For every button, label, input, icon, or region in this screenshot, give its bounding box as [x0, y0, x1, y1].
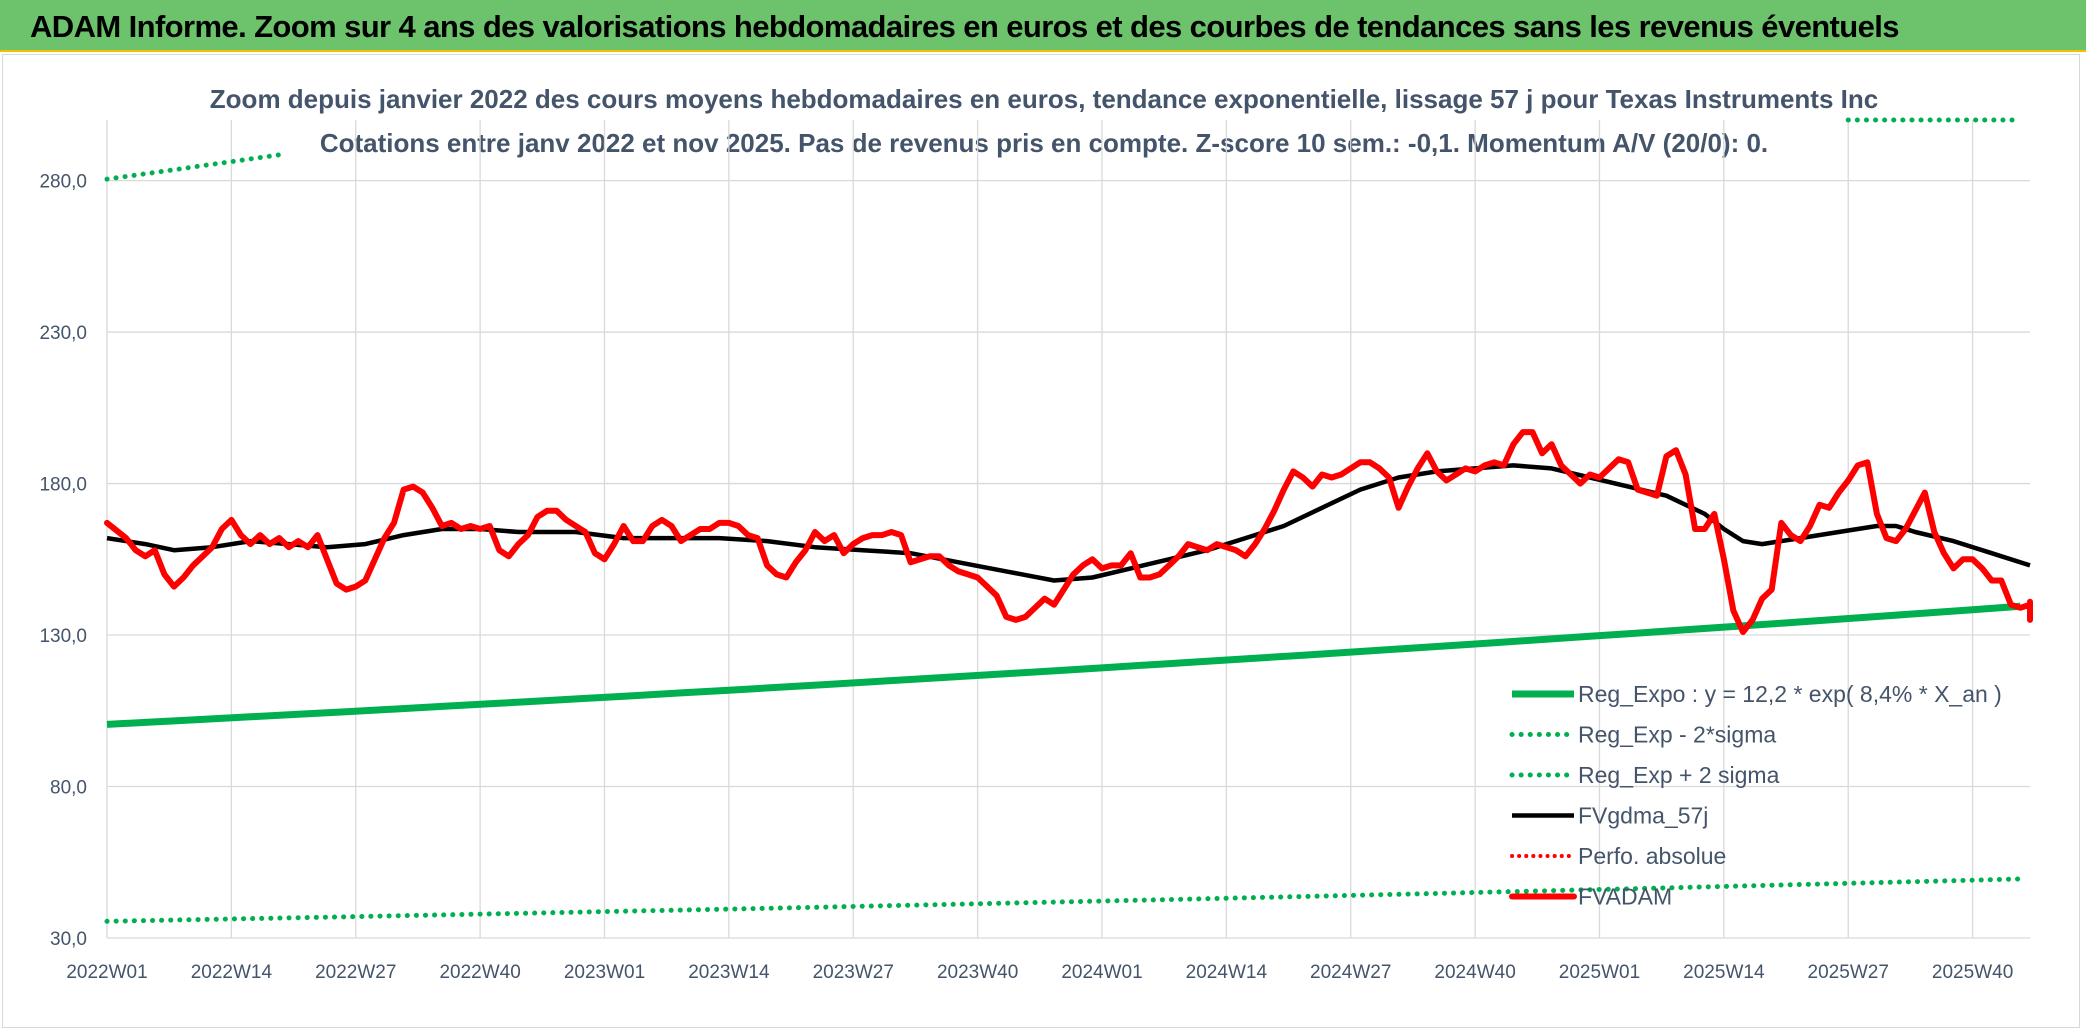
- y-tick-label: 280,0: [39, 172, 87, 193]
- x-tick-label: 2022W27: [315, 962, 396, 983]
- y-tick-label: 30,0: [50, 929, 87, 950]
- y-axis: 30,0 80,0 130,0 180,0 230,0 280,0: [39, 172, 87, 950]
- x-tick-label: 2025W27: [1808, 962, 1889, 983]
- x-tick-label: 2025W01: [1559, 962, 1640, 983]
- series-group: [104, 117, 2033, 924]
- banner-title: ADAM Informe. Zoom sur 4 ans des valoris…: [30, 9, 1900, 44]
- legend: Reg_Expo : y = 12,2 * exp( 8,4% * X_an )…: [1509, 681, 2002, 910]
- series-line-reg_minus: [104, 876, 2023, 924]
- y-tick-label: 130,0: [39, 626, 87, 647]
- x-tick-label: 2023W40: [937, 962, 1018, 983]
- legend-label-perfo: Perfo. absolue: [1578, 843, 1726, 869]
- x-tick-label: 2025W40: [1932, 962, 2013, 983]
- x-tick-label: 2023W27: [813, 962, 894, 983]
- x-tick-label: 2024W01: [1061, 962, 1142, 983]
- grid: [106, 120, 2030, 939]
- chart-title: Zoom depuis janvier 2022 des cours moyen…: [210, 84, 1878, 114]
- x-tick-label: 2022W40: [439, 962, 520, 983]
- series-line-fvgdma: [106, 463, 2031, 583]
- chart-subtitle: Cotations entre janv 2022 et nov 2025. P…: [320, 128, 1768, 158]
- x-tick-label: 2024W14: [1186, 962, 1268, 983]
- x-tick-label: 2025W14: [1683, 962, 1765, 983]
- legend-label-reg_expo: Reg_Expo : y = 12,2 * exp( 8,4% * X_an ): [1578, 681, 2002, 707]
- x-tick-label: 2023W01: [564, 962, 645, 983]
- y-tick-label: 230,0: [39, 323, 87, 344]
- legend-label-reg_plus: Reg_Exp + 2 sigma: [1578, 762, 1780, 788]
- legend-label-fvadam: FVADAM: [1578, 884, 1672, 910]
- x-tick-label: 2023W14: [688, 962, 770, 983]
- x-tick-label: 2022W01: [66, 962, 147, 983]
- series-line-reg_plus: [104, 152, 282, 182]
- series-line-fvadam: [104, 429, 2033, 635]
- x-tick-label: 2024W27: [1310, 962, 1391, 983]
- x-axis: 2022W01 2022W14 2022W27 2022W40 2023W01 2023W…: [66, 962, 2013, 983]
- y-tick-label: 80,0: [50, 778, 87, 799]
- legend-label-reg_minus: Reg_Exp - 2*sigma: [1578, 722, 1776, 748]
- x-tick-label: 2024W40: [1434, 962, 1515, 983]
- banner: ADAM Informe. Zoom sur 4 ans des valoris…: [0, 0, 2086, 52]
- legend-label-fvgdma: FVgdma_57j: [1578, 803, 1708, 829]
- x-tick-label: 2022W14: [191, 962, 273, 983]
- series-line-reg_expo: [106, 602, 2021, 728]
- y-tick-label: 180,0: [39, 475, 87, 496]
- chart-frame: [2, 54, 2080, 1028]
